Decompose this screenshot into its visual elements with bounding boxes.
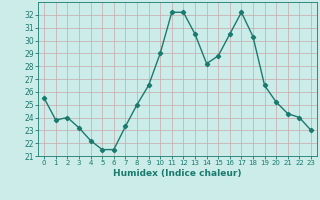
X-axis label: Humidex (Indice chaleur): Humidex (Indice chaleur) — [113, 169, 242, 178]
